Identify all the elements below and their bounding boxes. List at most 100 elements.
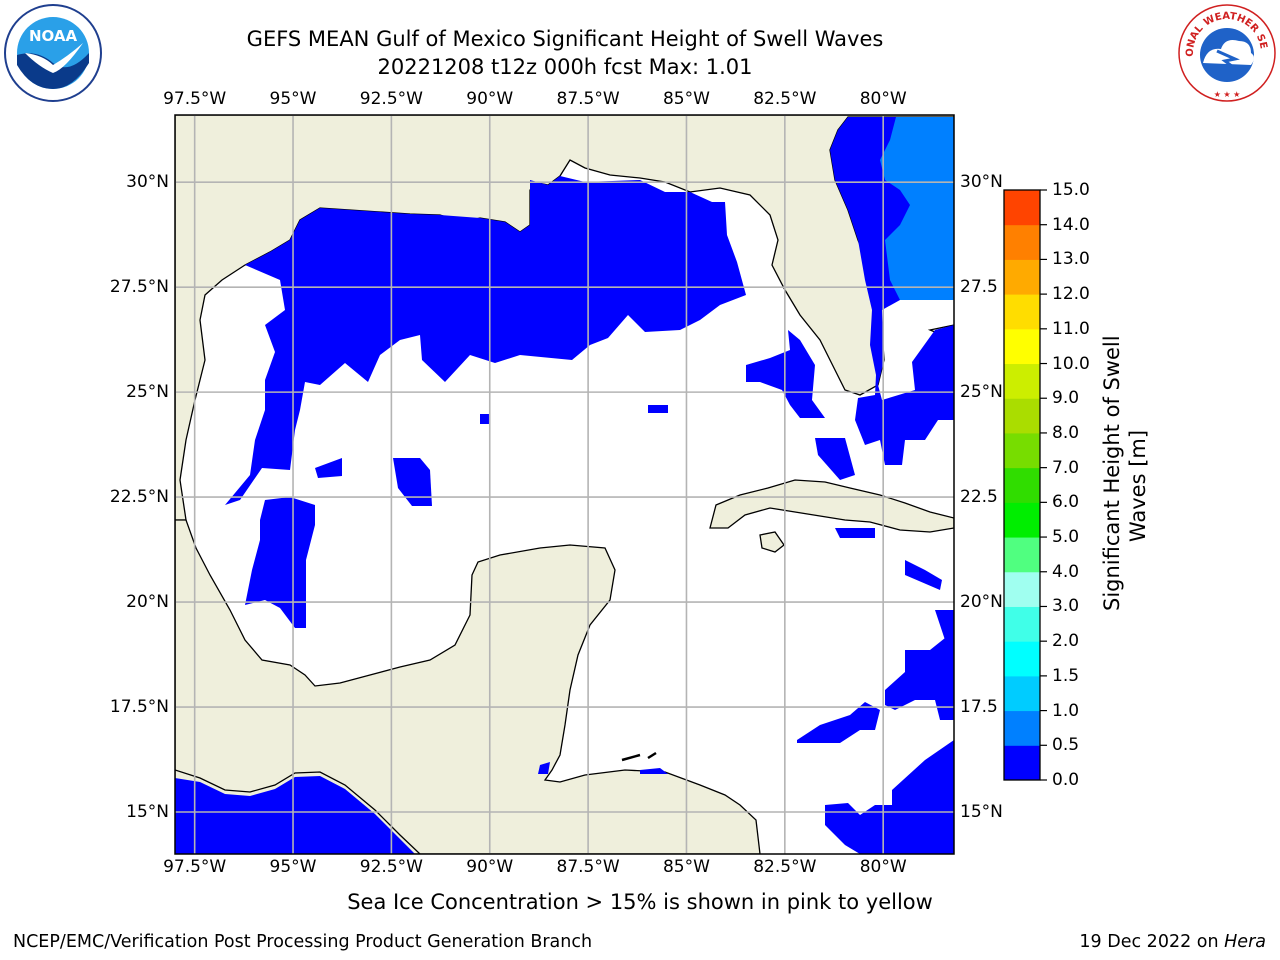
colorbar-tick-label: 1.0: [1052, 700, 1080, 721]
lat-tick-label-right: 15°N: [960, 802, 1003, 822]
colorbar-tick-label: 14.0: [1052, 214, 1090, 235]
lat-tick-label-left: 30°N: [126, 172, 169, 193]
lon-tick-label-top: 97.5°W: [163, 89, 227, 109]
map-frame: [174, 114, 955, 855]
cuba-land: [709, 479, 954, 533]
lat-tick-label-right: 30°N: [960, 172, 1003, 193]
svg-text:NOAA: NOAA: [29, 27, 78, 45]
lon-tick-label-bottom: 95°W: [269, 857, 317, 877]
lon-tick-label-bottom: 85°W: [662, 857, 710, 877]
lon-tick-label-top: 80°W: [859, 89, 907, 109]
colorbar-tick-label: 8.0: [1052, 422, 1080, 443]
colorbar-segment: [1004, 467, 1040, 503]
colorbar-tick-label: 13.0: [1052, 249, 1090, 270]
lat-tick-label-left: 15°N: [126, 802, 169, 822]
colorbar-segment: [1004, 502, 1040, 538]
colorbar: [1003, 189, 1047, 781]
colorbar-tick-label: 6.0: [1052, 492, 1080, 513]
swell-caribbean-4: [885, 638, 954, 720]
colorbar-tick-label: 15.0: [1052, 180, 1090, 200]
lon-tick-label-bottom: 82.5°W: [753, 857, 817, 877]
colorbar-label-line1: Significant Height of Swell: [1100, 335, 1124, 611]
swell-caribbean-south: [825, 740, 954, 854]
swell-speck-2: [480, 414, 489, 424]
noaa-logo: NOAA: [3, 3, 103, 103]
colorbar-segment: [1004, 432, 1040, 469]
lon-tick-label-bottom: 92.5°W: [359, 857, 423, 877]
colorbar-segment: [1004, 328, 1040, 365]
colorbar-segment: [1004, 641, 1040, 677]
colorbar-tick-label: 12.0: [1052, 284, 1090, 305]
colorbar-frame: [1003, 189, 1041, 781]
colorbar-label: Significant Height of Swell Waves [m]: [1099, 335, 1151, 611]
swell-western-gulf: [245, 497, 315, 628]
colorbar-tick-label: 9.0: [1052, 388, 1080, 409]
colorbar-tick-label: 3.0: [1052, 596, 1080, 617]
isla-de-juventud-land: [759, 531, 785, 553]
lat-tick-label-right: 22.5: [960, 487, 998, 508]
bay-islands: [621, 753, 641, 762]
lon-tick-label-bottom: 90°W: [466, 857, 514, 877]
colorbar-segment: [1004, 294, 1040, 330]
swell-atlantic-higher: [880, 117, 954, 300]
map-gridlines: [175, 115, 954, 854]
swell-belize: [538, 762, 550, 774]
lat-tick-label-right: 17.5: [960, 697, 998, 718]
colorbar-segment: [1004, 606, 1040, 642]
colorbar-segment: [1004, 745, 1040, 781]
lat-tick-label-left: 20°N: [126, 592, 169, 613]
swell-gulf-honduras: [640, 768, 668, 774]
colorbar-segment: [1004, 224, 1040, 260]
lon-tick-label-bottom: 87.5°W: [556, 857, 620, 877]
colorbar-tick-label: 11.0: [1052, 318, 1090, 339]
lat-tick-label-right: 25°N: [960, 382, 1003, 403]
colorbar-segment: [1004, 190, 1040, 226]
colorbar-tick-label: 5.0: [1052, 527, 1080, 548]
chart-title: GEFS MEAN Gulf of Mexico Significant Hei…: [246, 27, 884, 51]
colorbar-segment: [1004, 571, 1040, 607]
swell-caribbean-1: [835, 528, 875, 538]
colorbar-label-line2: Waves [m]: [1126, 429, 1150, 543]
swell-speck: [648, 405, 668, 413]
lon-tick-label-top: 90°W: [466, 89, 514, 109]
swell-caribbean-3: [935, 610, 954, 640]
colorbar-tick-label: 7.0: [1052, 457, 1080, 478]
swell-mid-patch-2: [393, 458, 432, 506]
colorbar-segment: [1004, 710, 1040, 746]
chart-subtitle: 20221208 t12z 000h fcst Max: 1.01: [377, 55, 753, 79]
colorbar-tick-label: 0.5: [1052, 735, 1080, 756]
colorbar-tick-label: 1.5: [1052, 665, 1080, 686]
colorbar-segment: [1004, 537, 1040, 573]
swell-field: [175, 117, 954, 854]
colorbar-segment: [1004, 398, 1040, 434]
lon-tick-label-top: 82.5°W: [753, 89, 817, 109]
sea-ice-note: Sea Ice Concentration > 15% is shown in …: [347, 890, 933, 914]
lat-tick-label-right: 27.5: [960, 277, 998, 298]
lon-tick-label-bottom: 97.5°W: [163, 857, 227, 877]
lat-tick-label-right: 20°N: [960, 592, 1003, 613]
svg-text:★ ★ ★: ★ ★ ★: [1214, 90, 1241, 99]
footer-host: Hera: [1224, 932, 1266, 952]
colorbar-segment: [1004, 363, 1040, 399]
lon-tick-label-top: 87.5°W: [556, 89, 620, 109]
lat-tick-label-left: 27.5°N: [109, 277, 169, 298]
lat-tick-label-left: 25°N: [126, 382, 169, 403]
lat-tick-label-left: 22.5°N: [109, 487, 169, 508]
footer-right: 19 Dec 2022 on Hera: [1079, 932, 1266, 952]
footer-date: 19 Dec 2022 on: [1079, 932, 1225, 952]
lat-tick-label-left: 17.5°N: [109, 697, 169, 718]
swell-mid-patch: [315, 458, 342, 478]
colorbar-segment: [1004, 675, 1040, 712]
lon-tick-label-top: 95°W: [269, 89, 317, 109]
swell-florida-straits: [815, 438, 855, 480]
colorbar-tick-label: 10.0: [1052, 353, 1090, 374]
swell-caribbean-2: [905, 560, 942, 590]
lon-tick-label-bottom: 80°W: [859, 857, 907, 877]
swell-pacific: [175, 776, 415, 854]
footer-left: NCEP/EMC/Verification Post Processing Pr…: [13, 932, 593, 952]
colorbar-tick-label: 4.0: [1052, 561, 1080, 582]
swell-caribbean-5: [797, 702, 880, 743]
lon-tick-label-top: 92.5°W: [359, 89, 423, 109]
lon-tick-label-top: 85°W: [662, 89, 710, 109]
